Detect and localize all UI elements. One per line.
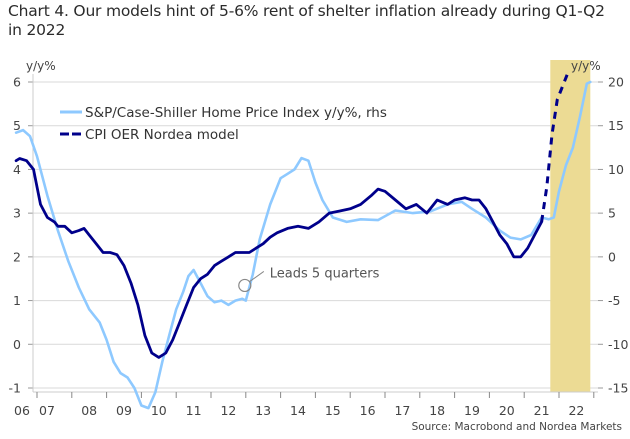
x-tick-label: 21 bbox=[534, 403, 550, 418]
x-tick-label: 14 bbox=[290, 403, 306, 418]
x-tick-label: 13 bbox=[255, 403, 271, 418]
right-tick-label: -15 bbox=[608, 381, 628, 396]
annotation-leads-5-quarters: Leads 5 quarters bbox=[270, 266, 380, 281]
x-tick-label: 19 bbox=[464, 403, 480, 418]
right-tick-label: 15 bbox=[608, 118, 624, 133]
x-tick-label: 22 bbox=[568, 403, 584, 418]
right-tick-label: -10 bbox=[608, 337, 628, 352]
left-tick-label: 5 bbox=[13, 118, 21, 133]
left-axis-unit: y/y% bbox=[26, 59, 56, 73]
x-tick-label: 06 bbox=[14, 403, 30, 418]
x-tick-label: 18 bbox=[429, 403, 445, 418]
left-tick-label: 6 bbox=[13, 75, 21, 90]
right-tick-label: 10 bbox=[608, 162, 624, 177]
left-tick-label: 3 bbox=[13, 206, 21, 221]
right-tick-label: -5 bbox=[608, 293, 620, 308]
x-tick-label: 17 bbox=[394, 403, 410, 418]
right-tick-label: 5 bbox=[608, 206, 616, 221]
x-tick-label: 20 bbox=[499, 403, 515, 418]
gridlines bbox=[33, 81, 598, 389]
series-line-cpi-oer bbox=[14, 157, 543, 359]
x-tick-label: 10 bbox=[151, 403, 167, 418]
x-tick-label: 12 bbox=[220, 403, 236, 418]
source-note: Source: Macrobond and Nordea Markets bbox=[411, 421, 622, 433]
right-tick-label: 20 bbox=[608, 75, 624, 90]
left-tick-label: 0 bbox=[13, 337, 21, 352]
x-tick-label: 09 bbox=[116, 403, 132, 418]
series-lines bbox=[14, 72, 592, 410]
legend-label-cpi-oer: CPI OER Nordea model bbox=[85, 127, 239, 143]
annotation-leader-line bbox=[249, 271, 265, 282]
annotation: Leads 5 quarters bbox=[238, 266, 380, 293]
right-tick-label: 0 bbox=[608, 249, 616, 264]
x-tick-label: 15 bbox=[325, 403, 341, 418]
right-axis-unit: y/y% bbox=[571, 59, 601, 73]
left-tick-label: -1 bbox=[9, 381, 21, 396]
left-tick-label: 4 bbox=[13, 162, 21, 177]
x-tick-label: 07 bbox=[39, 403, 55, 418]
x-tick-label: 11 bbox=[186, 403, 202, 418]
forecast-shaded-region bbox=[550, 60, 591, 392]
x-tick-label: 16 bbox=[360, 403, 376, 418]
chart-title: Chart 4. Our models hint of 5-6% rent of… bbox=[8, 2, 605, 39]
left-tick-label: 2 bbox=[13, 249, 21, 264]
left-tick-label: 1 bbox=[13, 293, 21, 308]
legend: S&P/Case-Shiller Home Price Index y/y%, … bbox=[60, 105, 387, 143]
series-line-case-shiller bbox=[14, 80, 592, 410]
annotation-circle bbox=[238, 278, 252, 293]
x-tick-label: 08 bbox=[81, 403, 97, 418]
legend-label-case-shiller: S&P/Case-Shiller Home Price Index y/y%, … bbox=[85, 105, 387, 121]
series-line-cpi-oer-forecast bbox=[540, 72, 570, 223]
